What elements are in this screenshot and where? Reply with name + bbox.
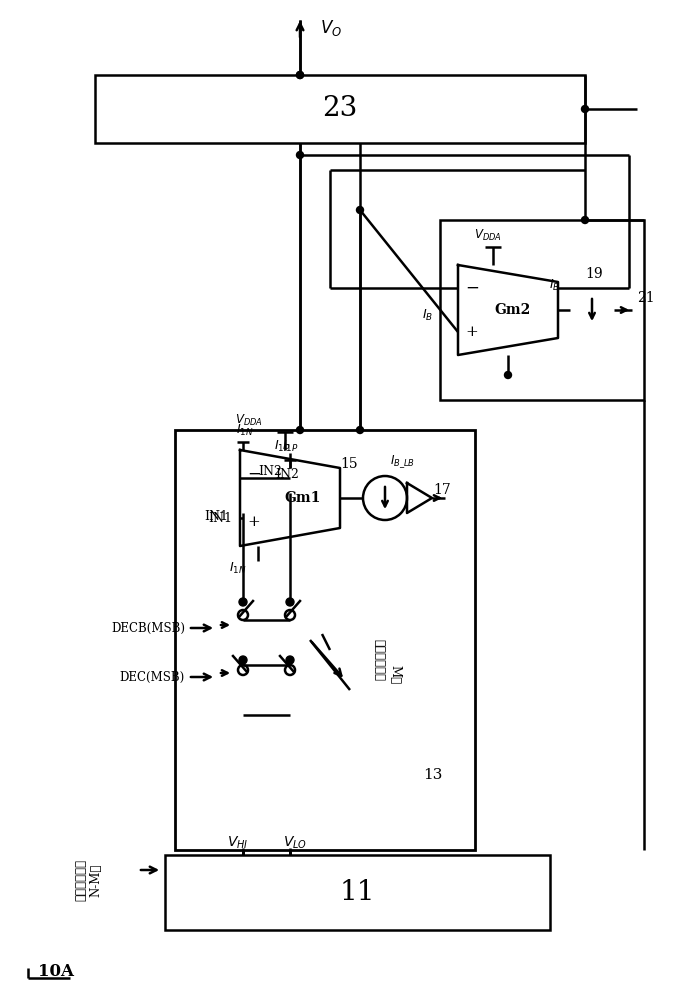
Text: $I_B$: $I_B$	[422, 307, 433, 323]
Circle shape	[297, 72, 303, 79]
Text: $I_{1P}$: $I_{1P}$	[274, 438, 290, 454]
Text: $V_{LO}$: $V_{LO}$	[283, 835, 307, 851]
Circle shape	[286, 598, 294, 606]
Text: $V_O$: $V_O$	[320, 18, 342, 38]
Text: Gm2: Gm2	[495, 303, 531, 317]
Text: IN1: IN1	[208, 512, 232, 524]
Circle shape	[297, 72, 303, 79]
Text: 21: 21	[637, 291, 655, 305]
Text: M位: M位	[388, 665, 401, 685]
Text: 19: 19	[585, 267, 603, 281]
Text: Gm1: Gm1	[285, 491, 321, 505]
Text: 17: 17	[433, 483, 451, 497]
Circle shape	[239, 656, 247, 664]
Text: $V_{DDA}$: $V_{DDA}$	[474, 227, 502, 243]
Text: 10A: 10A	[38, 964, 74, 980]
Circle shape	[582, 105, 588, 112]
Circle shape	[356, 207, 364, 214]
Text: 13: 13	[423, 768, 443, 782]
Text: DEC(MSB): DEC(MSB)	[120, 670, 185, 684]
Text: IN2: IN2	[258, 465, 282, 478]
Text: $I_{1N}$: $I_{1N}$	[229, 560, 247, 576]
Text: 数字信号输入
N-M位: 数字信号输入 N-M位	[74, 859, 102, 901]
Circle shape	[582, 217, 588, 224]
Bar	[95, 75, 585, 143]
Text: $I_{1P}$: $I_{1P}$	[282, 438, 298, 454]
Text: DECB(MSB): DECB(MSB)	[111, 621, 185, 635]
Bar	[165, 855, 550, 930]
Text: $I_{B\_LB}$: $I_{B\_LB}$	[390, 454, 415, 470]
Circle shape	[504, 371, 512, 378]
Text: 11: 11	[339, 879, 375, 906]
Text: IN1: IN1	[204, 510, 228, 522]
Text: $I_B$: $I_B$	[549, 277, 560, 293]
Text: $I_{1N}$: $I_{1N}$	[236, 422, 253, 438]
Text: 23: 23	[323, 96, 358, 122]
Text: IN2: IN2	[275, 468, 299, 481]
Text: 15: 15	[340, 457, 358, 471]
Bar	[440, 220, 644, 400]
Circle shape	[356, 426, 364, 434]
Text: $V_{DDA}$: $V_{DDA}$	[235, 412, 263, 428]
Text: $V_{HI}$: $V_{HI}$	[227, 835, 249, 851]
Circle shape	[239, 598, 247, 606]
Text: +: +	[247, 515, 260, 529]
Text: 数字信号输入: 数字信号输入	[372, 639, 385, 681]
Text: −: −	[465, 279, 479, 296]
Circle shape	[297, 151, 303, 158]
Bar	[175, 430, 475, 850]
Circle shape	[297, 426, 303, 434]
Circle shape	[286, 656, 294, 664]
Text: −: −	[247, 466, 261, 483]
Text: +: +	[466, 325, 478, 339]
Bar	[185, 590, 405, 785]
